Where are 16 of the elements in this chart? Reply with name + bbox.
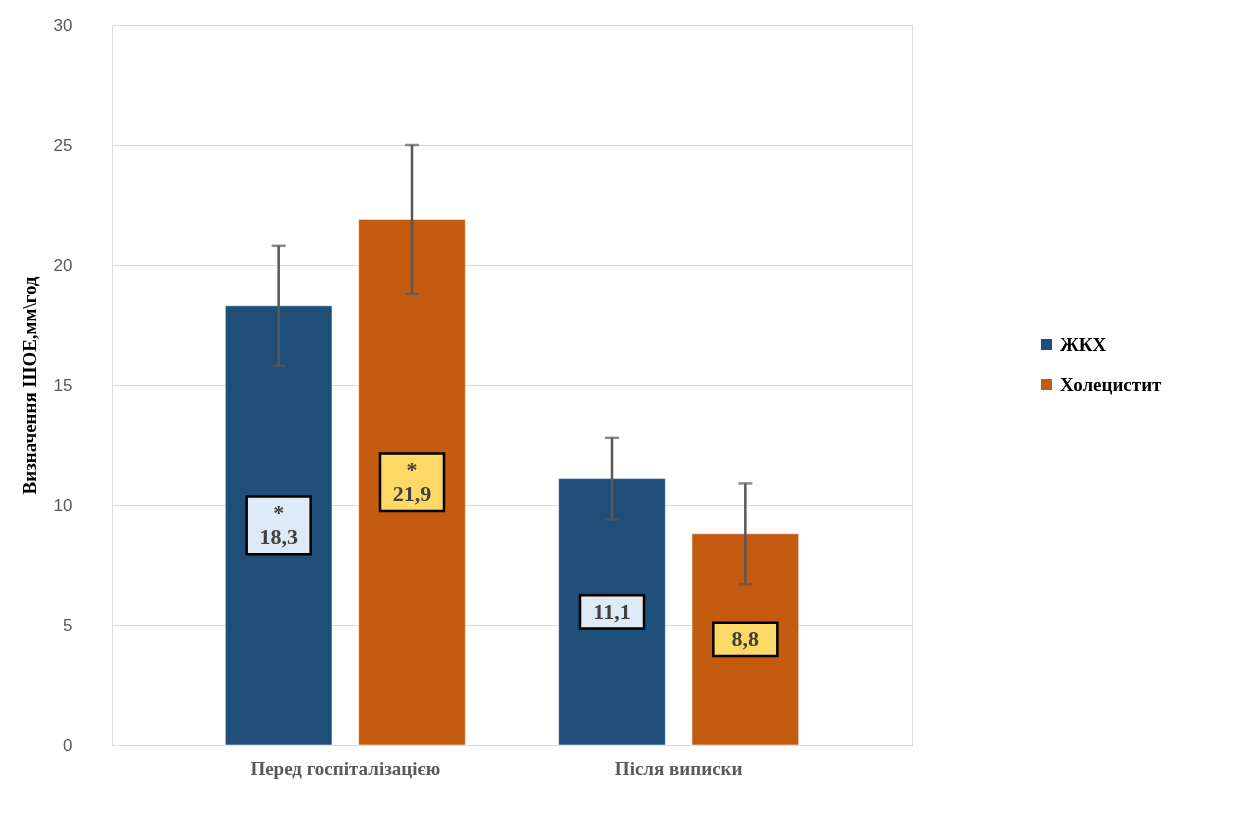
legend-label: ЖКХ (1060, 333, 1107, 355)
x-tick-label: Після виписки (614, 757, 743, 779)
y-tick-label: 5 (63, 615, 73, 635)
data-label: 11,1 (593, 598, 631, 624)
data-label: 8,8 (731, 626, 760, 652)
y-tick-label: 25 (53, 135, 73, 155)
y-tick-label: 30 (53, 15, 73, 35)
legend-label: Холецистит (1060, 373, 1163, 395)
y-tick-label: 10 (53, 495, 73, 515)
data-label: * 18,3 (259, 500, 298, 550)
y-tick-label: 20 (53, 255, 73, 275)
y-axis-title: Визначення ШОЕ,мм\год (18, 276, 40, 495)
y-tick-label: 0 (63, 735, 73, 755)
data-label: * 21,9 (392, 457, 432, 507)
x-tick-label: Перед госпіталізацією (250, 757, 441, 779)
y-tick-label: 15 (53, 375, 73, 395)
